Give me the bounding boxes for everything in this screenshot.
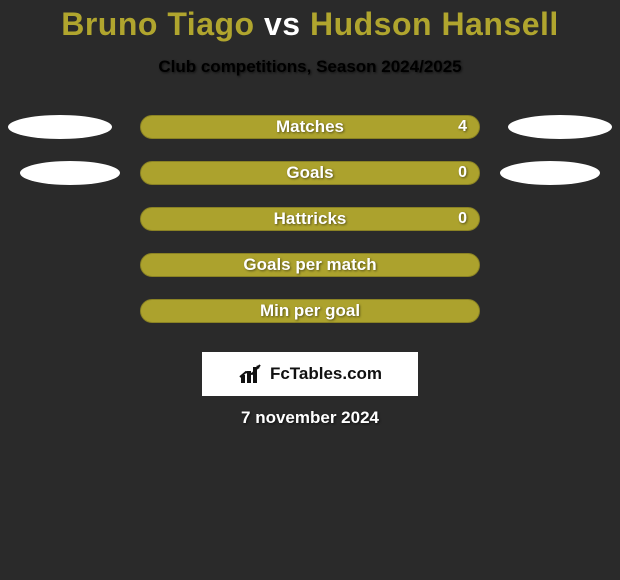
stat-label: Matches [141, 115, 479, 139]
source-badge: FcTables.com [202, 352, 418, 396]
source-badge-text: FcTables.com [270, 364, 382, 384]
stat-label: Min per goal [141, 299, 479, 323]
stat-row: Matches4 [0, 115, 620, 139]
left-ellipse [20, 161, 120, 185]
stat-value: 0 [458, 207, 467, 231]
stat-row: Goals0 [0, 161, 620, 185]
stat-label: Hattricks [141, 207, 479, 231]
vs-text: vs [264, 6, 301, 42]
stat-value: 0 [458, 161, 467, 185]
stat-bar: Matches4 [140, 115, 480, 139]
stat-bar: Hattricks0 [140, 207, 480, 231]
left-ellipse [8, 115, 112, 139]
stat-label: Goals [141, 161, 479, 185]
page-title: Bruno Tiago vs Hudson Hansell [0, 6, 620, 43]
player1-name: Bruno Tiago [61, 6, 254, 42]
subtitle: Club competitions, Season 2024/2025 [0, 57, 620, 77]
stat-row: Hattricks0 [0, 207, 620, 231]
chart-icon [238, 363, 264, 385]
right-ellipse [508, 115, 612, 139]
player2-name: Hudson Hansell [310, 6, 559, 42]
right-ellipse [500, 161, 600, 185]
stat-row: Min per goal [0, 299, 620, 323]
stat-bar: Goals0 [140, 161, 480, 185]
stat-rows: Matches4Goals0Hattricks0Goals per matchM… [0, 115, 620, 323]
date-text: 7 november 2024 [0, 408, 620, 428]
stat-bar: Goals per match [140, 253, 480, 277]
stat-row: Goals per match [0, 253, 620, 277]
stat-label: Goals per match [141, 253, 479, 277]
comparison-widget: Bruno Tiago vs Hudson Hansell Club compe… [0, 0, 620, 580]
stat-bar: Min per goal [140, 299, 480, 323]
stat-value: 4 [458, 115, 467, 139]
